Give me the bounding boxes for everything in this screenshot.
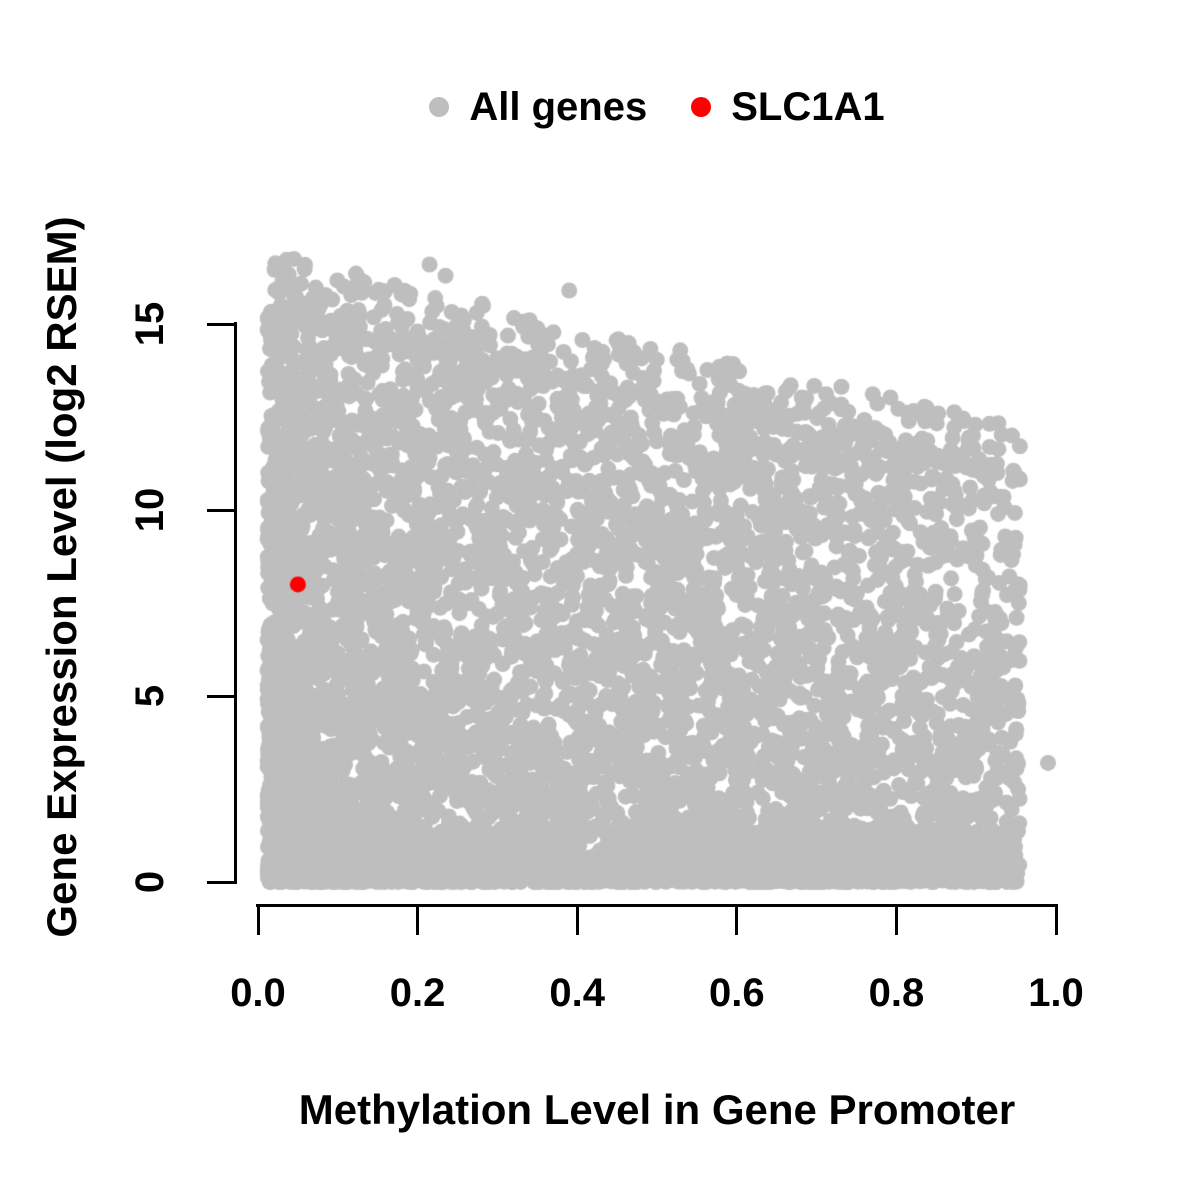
all-genes-dot-icon <box>429 97 450 117</box>
x-axis-tick <box>416 904 420 935</box>
x-tick-label: 0.2 <box>389 971 446 1015</box>
x-tick-label: 0.4 <box>549 971 605 1015</box>
legend-item-all-genes: All genes <box>429 84 647 130</box>
y-axis-tick <box>207 322 237 326</box>
y-tick-label: 5 <box>128 684 172 708</box>
x-axis-line <box>256 904 1058 907</box>
x-tick-label: 0.8 <box>868 971 925 1015</box>
legend-label-all-genes: All genes <box>469 85 648 129</box>
x-axis-tick <box>256 904 260 935</box>
x-axis-tick <box>1054 904 1058 935</box>
slc1a1-dot-icon <box>691 97 712 117</box>
x-axis-tick <box>894 904 898 935</box>
y-tick-label: 10 <box>128 487 172 533</box>
y-axis-line <box>234 322 237 884</box>
y-tick-label: 15 <box>128 301 172 347</box>
x-tick-label: 0.6 <box>708 971 765 1015</box>
y-axis-tick <box>207 508 237 512</box>
x-tick-label: 0.0 <box>230 971 286 1015</box>
y-axis-tick <box>207 880 237 884</box>
y-tick-label: 0 <box>128 870 172 894</box>
y-axis-tick <box>207 694 237 698</box>
y-axis-title: Gene Expression Level (log2 RSEM) <box>38 216 85 938</box>
legend: All genes SLC1A1 <box>258 84 1056 130</box>
x-axis-tick <box>575 904 579 935</box>
legend-label-slc1a1: SLC1A1 <box>731 85 885 129</box>
x-tick-label: 1.0 <box>1028 971 1084 1015</box>
legend-item-slc1a1: SLC1A1 <box>691 84 885 130</box>
x-axis-title: Methylation Level in Gene Promoter <box>298 1086 1016 1133</box>
x-axis-tick <box>735 904 739 935</box>
